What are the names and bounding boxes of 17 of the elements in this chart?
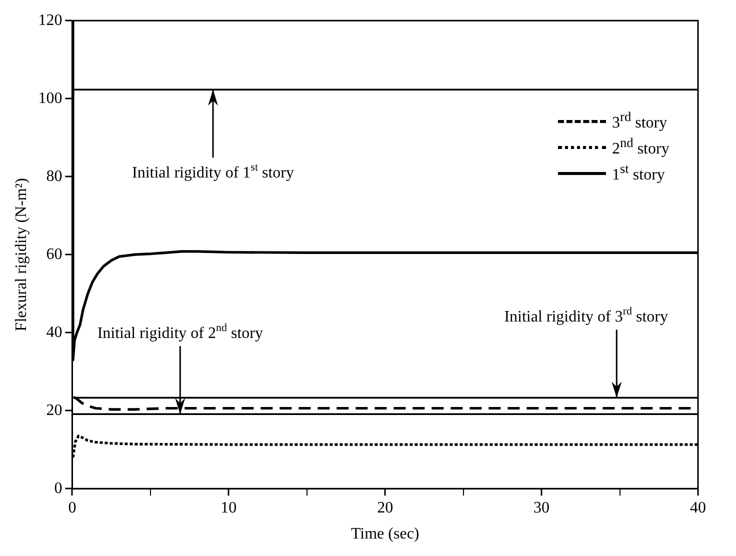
x-axis-title: Time (sec) <box>350 526 420 543</box>
y-tick-label: 60 <box>46 246 62 263</box>
y-axis-title: Flexural rigidity (N-m²) <box>12 178 30 332</box>
x-tick-label: 30 <box>534 499 550 516</box>
legend-label: 3$^{rd}$ story <box>612 109 668 133</box>
x-tick-label: 40 <box>690 499 706 516</box>
y-tick-label: 80 <box>46 168 62 185</box>
legend-label: 1$^{st}$ story <box>612 161 666 185</box>
y-tick-label: 100 <box>38 90 62 107</box>
y-tick-label: 20 <box>46 402 62 419</box>
y-tick-label: 40 <box>46 324 62 341</box>
x-tick-label: 0 <box>68 499 76 516</box>
y-tick-label: 120 <box>38 12 62 29</box>
x-tick-label: 10 <box>220 499 237 516</box>
x-tick-label: 20 <box>377 499 394 516</box>
legend-label: 2$^{nd}$ story <box>612 135 670 159</box>
y-tick-label: 0 <box>54 480 62 497</box>
